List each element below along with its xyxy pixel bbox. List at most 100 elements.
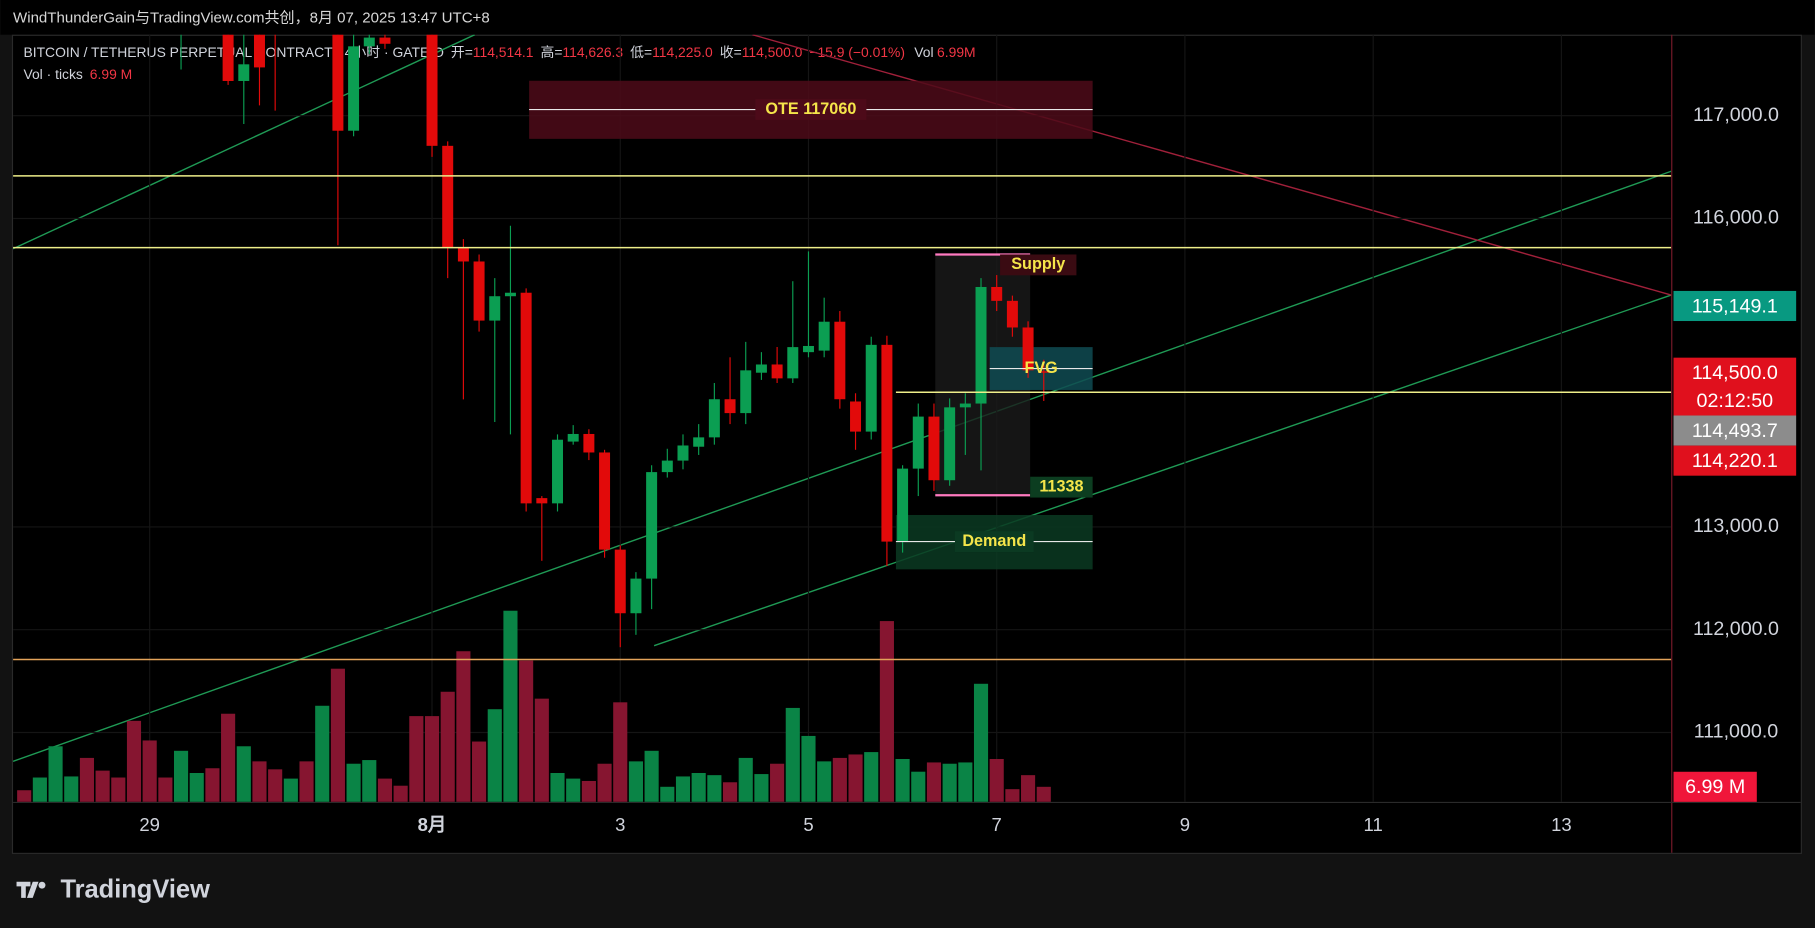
legend-value: 114,514.1: [473, 44, 534, 60]
volume-bar: [424, 716, 440, 802]
volume-bar: [409, 716, 424, 802]
price-badge: [1673, 445, 1797, 476]
price-badge-countdown: 02:12:50: [1697, 390, 1774, 412]
x-tick-label: 7: [992, 814, 1002, 835]
trend-line: [13, 34, 476, 250]
volume-bar: [440, 691, 455, 802]
volume-legend: Vol · ticks 6.99 M: [23, 66, 132, 82]
legend-label: 收=: [720, 44, 742, 60]
candle-body: [348, 46, 360, 131]
candle-body: [724, 399, 736, 414]
y-tick-label: 112,000.0: [1693, 618, 1779, 640]
y-tick-label: 111,000.0: [1694, 721, 1779, 743]
volume-bar: [660, 786, 675, 802]
candle-body: [646, 472, 658, 579]
legend-label: 开=: [451, 44, 473, 60]
candle-body: [787, 347, 799, 379]
legend-value: 114,500.0: [742, 44, 803, 60]
price-badge: [1673, 415, 1797, 446]
brand: TradingView: [60, 876, 210, 904]
x-tick-label: 8月: [418, 814, 447, 835]
volume-bar: [942, 763, 957, 802]
candle-body: [442, 145, 454, 248]
candle-body: [520, 292, 532, 504]
candle-body: [975, 286, 987, 404]
volume-bar: [722, 782, 738, 802]
candle-body: [693, 437, 705, 447]
candle-body: [959, 403, 971, 408]
price-badge-label: 114,500.0: [1692, 362, 1778, 384]
volume-bar: [628, 761, 643, 802]
candle-body: [363, 37, 375, 47]
volume-bar: [142, 740, 157, 802]
candle-body: [536, 498, 548, 504]
volume-bar: [613, 702, 628, 802]
candle-body: [379, 37, 391, 44]
legend-value: 114,225.0: [652, 44, 713, 60]
volume-bar: [534, 698, 549, 802]
x-tick-label: 13: [1551, 814, 1572, 835]
candle-body: [771, 364, 783, 379]
volume-bar: [895, 758, 910, 802]
volume-bar: [205, 768, 220, 802]
volume-bar: [519, 660, 534, 802]
candle-body: [897, 468, 909, 542]
volume-bar: [158, 777, 173, 802]
candle-body: [944, 407, 956, 481]
candle-body: [850, 401, 862, 432]
logo-mark: [16, 881, 39, 898]
volume-bar: [126, 720, 142, 802]
volume-bar: [79, 757, 94, 802]
x-tick-label: 11: [1364, 814, 1383, 835]
volume-bar: [299, 761, 314, 802]
zone-label: 11338: [1039, 477, 1083, 495]
candle-body: [928, 416, 940, 481]
volume-bar: [848, 754, 863, 802]
volume-title: Vol · ticks: [23, 66, 82, 82]
candle-body: [630, 578, 642, 614]
candle-body: [567, 433, 579, 442]
volume-bar: [989, 758, 1004, 802]
volume-bar: [754, 774, 769, 802]
legend-label: 高=: [540, 44, 562, 60]
candle-body: [489, 296, 501, 321]
candle-body: [426, 34, 438, 146]
candle-body: [661, 460, 673, 473]
legend-vol-value: 6.99M: [937, 44, 976, 60]
candle-body: [253, 34, 265, 68]
volume-bar: [785, 707, 800, 802]
candle-body: [912, 416, 924, 469]
volume-bar: [801, 735, 816, 802]
x-tick-label: 3: [615, 814, 625, 835]
volume-bar: [111, 777, 126, 802]
volume-value: 6.99 M: [90, 66, 132, 82]
price-badge-label: 114,493.7: [1692, 420, 1778, 442]
y-tick-label: 117,000.0: [1693, 104, 1779, 126]
candle-body: [991, 286, 1003, 301]
candle-body: [583, 433, 595, 453]
zone-label: Demand: [962, 532, 1026, 550]
volume-bar: [48, 746, 63, 802]
legend-label: 低=: [630, 44, 652, 60]
volume-bar: [173, 750, 189, 802]
price-badge-label: 114,220.1: [1692, 450, 1778, 472]
volume-bar: [926, 762, 942, 802]
volume-bar: [32, 777, 47, 802]
trend-line: [752, 34, 1672, 296]
volume-bar: [236, 746, 251, 802]
volume-bar: [503, 610, 518, 802]
credit: WindThunderGain与TradingView.com共创，8月 07,…: [13, 9, 490, 26]
x-tick-label: 5: [803, 814, 813, 835]
zone-label-bg: [954, 531, 1034, 553]
volume-bar: [95, 770, 110, 802]
x-tick-label: 29: [139, 814, 160, 835]
zone-label-bg: [1000, 254, 1077, 276]
volume-bar: [393, 785, 408, 802]
volume-bar: [691, 772, 706, 802]
volume-bar: [770, 763, 785, 802]
volume-bar: [817, 761, 832, 802]
candle-body: [238, 64, 250, 81]
candle-body: [473, 261, 485, 321]
